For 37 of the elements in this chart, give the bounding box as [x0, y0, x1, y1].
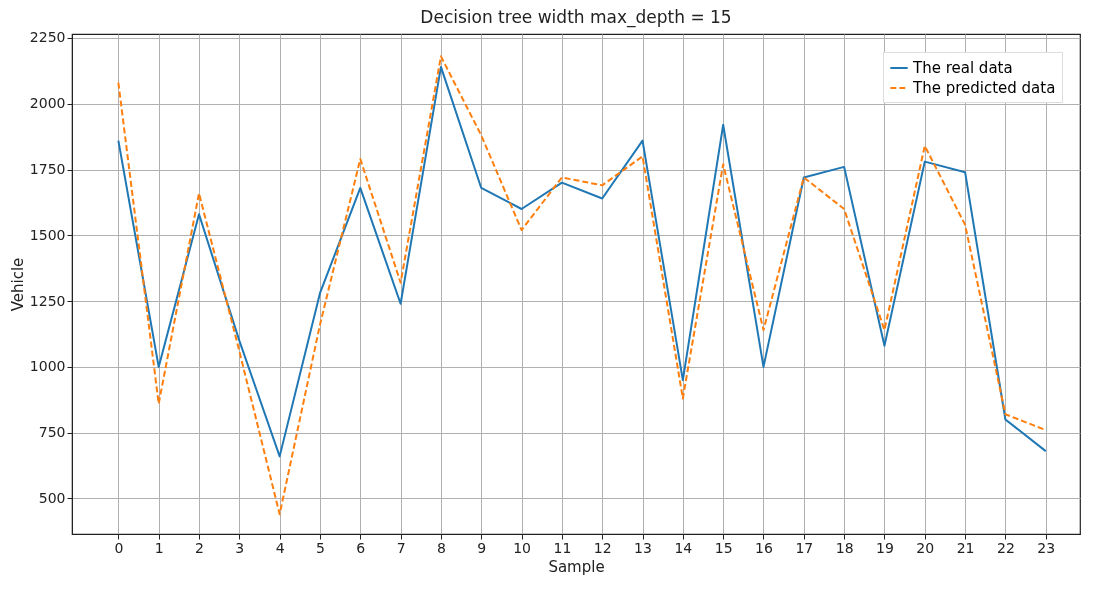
- x-tick-label: 4: [275, 539, 285, 556]
- x-tick-label: 11: [553, 539, 572, 556]
- x-tick-label: 15: [714, 539, 733, 556]
- x-tick-label: 20: [916, 539, 935, 556]
- x-axis-title: Sample: [548, 557, 605, 576]
- x-tick-label: 8: [436, 539, 446, 556]
- y-tick-label: 2000: [29, 95, 66, 112]
- x-tick-label: 6: [356, 539, 366, 556]
- x-tick-label: 7: [396, 539, 406, 556]
- x-tick-label: 3: [235, 539, 245, 556]
- legend-label: The predicted data: [912, 79, 1056, 97]
- legend-label: The real data: [912, 59, 1013, 77]
- x-tick-label: 12: [593, 539, 612, 556]
- x-tick-label: 21: [956, 539, 975, 556]
- x-tick-label: 22: [996, 539, 1015, 556]
- x-tick-label: 1: [154, 539, 164, 556]
- x-tick-label: 17: [795, 539, 814, 556]
- x-tick-label: 2: [195, 539, 204, 556]
- x-tick-label: 23: [1037, 539, 1056, 556]
- x-tick-label: 0: [114, 539, 124, 556]
- y-tick-label: 1500: [29, 226, 66, 243]
- x-tick-label: 16: [755, 539, 773, 556]
- y-tick-label: 500: [38, 489, 66, 506]
- x-tick-label: 10: [513, 539, 531, 556]
- y-tick-label: 2250: [29, 29, 66, 46]
- y-tick-label: 750: [38, 424, 66, 441]
- y-axis-title: Vehicle: [8, 257, 27, 312]
- x-tick-label: 5: [316, 539, 325, 556]
- x-tick-label: 13: [634, 539, 652, 556]
- x-tick-label: 14: [674, 539, 693, 556]
- x-tick-label: 18: [835, 539, 854, 556]
- y-tick-label: 1750: [29, 161, 66, 178]
- y-tick-label: 1000: [29, 358, 66, 375]
- x-tick-label: 19: [876, 539, 894, 556]
- x-tick-label: 9: [477, 539, 487, 556]
- chart-title: Decision tree width max_depth = 15: [420, 6, 732, 28]
- y-tick-label: 1250: [29, 292, 66, 309]
